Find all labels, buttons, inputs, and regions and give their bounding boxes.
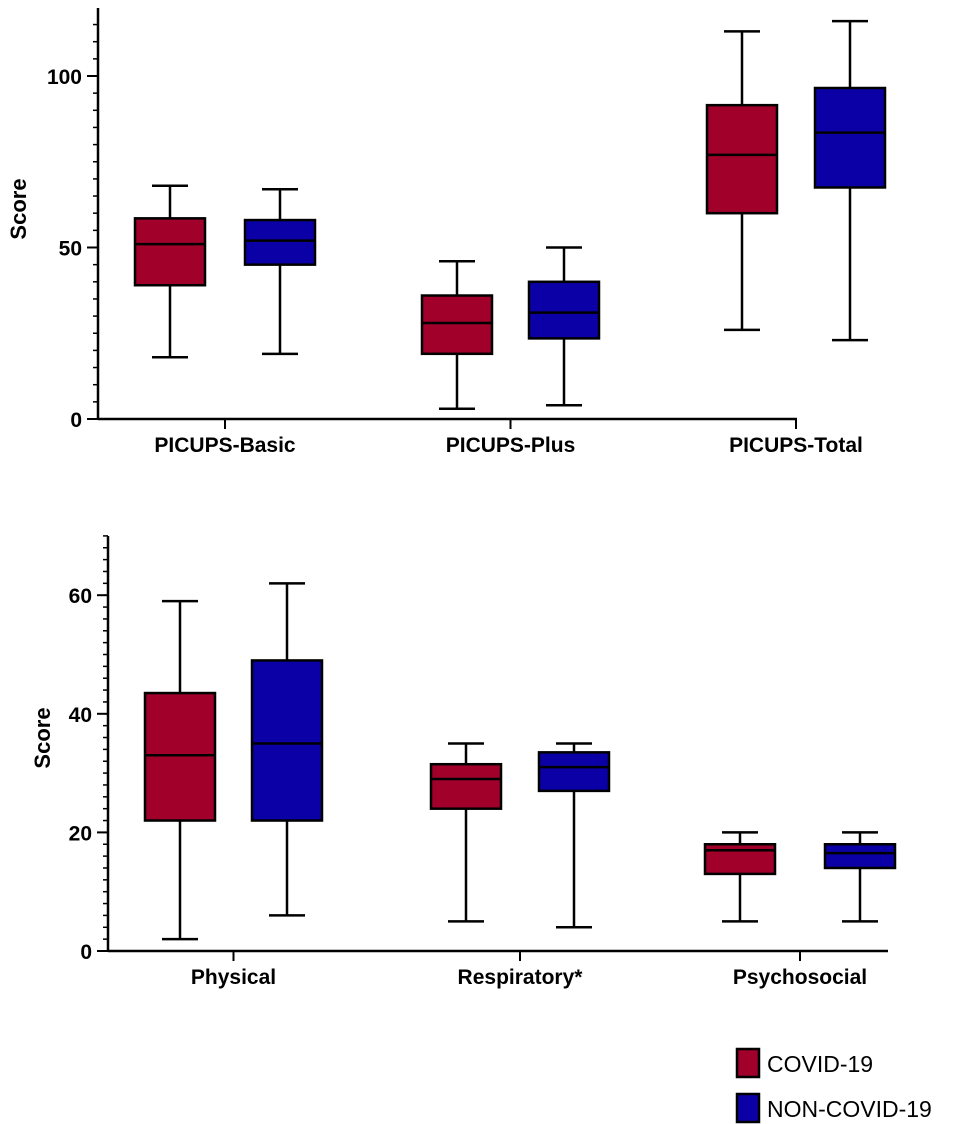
- y-tick-label: 0: [70, 409, 82, 432]
- legend-swatch-non-covid: [735, 1092, 761, 1124]
- y-axis-title: Score: [30, 707, 55, 768]
- y-tick-label: 0: [80, 941, 92, 964]
- y-tick-label: 60: [69, 585, 92, 608]
- box-covid: [703, 831, 777, 923]
- iqr-box: [133, 217, 207, 287]
- legend-swatch-covid: [735, 1047, 761, 1079]
- x-category-label: Psychosocial: [733, 966, 867, 989]
- box-covid: [429, 742, 503, 923]
- iqr-box: [527, 280, 601, 340]
- y-tick-label: 100: [47, 66, 82, 89]
- iqr-box: [243, 218, 317, 266]
- iqr-box: [250, 659, 324, 822]
- x-category-label: PICUPS-Basic: [154, 434, 296, 457]
- box-non-covid: [527, 246, 601, 407]
- iqr-box: [420, 294, 494, 356]
- x-category-label: PICUPS-Plus: [446, 434, 576, 457]
- x-category-label: PICUPS-Total: [729, 434, 863, 457]
- legend: COVID-19 NON-COVID-19: [735, 1047, 932, 1124]
- y-tick-label: 40: [69, 704, 92, 727]
- box-covid: [143, 599, 217, 941]
- box-non-covid: [243, 187, 317, 356]
- y-tick-label: 50: [59, 238, 82, 261]
- box-covid: [420, 259, 494, 410]
- iqr-box: [703, 843, 777, 876]
- box-non-covid: [250, 582, 324, 917]
- box-covid: [133, 184, 207, 359]
- box-plot-picups: 0 50 100 Score PICUPS-Basic PICUPS-Plus PICUPS…: [6, 8, 887, 457]
- box-covid: [705, 30, 779, 332]
- box-non-covid: [813, 19, 887, 342]
- iqr-box: [813, 86, 887, 189]
- legend-label-covid: COVID-19: [767, 1051, 873, 1077]
- iqr-box: [705, 103, 779, 215]
- box-non-covid: [537, 742, 611, 929]
- iqr-box: [429, 762, 503, 810]
- box-plot-domains: 0 20 40 60 Score Physical Respiratory* Psychoso…: [30, 535, 897, 989]
- x-category-label: Respiratory*: [458, 966, 584, 989]
- iqr-box: [823, 843, 897, 870]
- iqr-box: [143, 691, 217, 822]
- legend-label-non-covid: NON-COVID-19: [767, 1096, 932, 1122]
- y-tick-label: 20: [69, 822, 92, 845]
- y-axis-title: Score: [6, 178, 31, 239]
- x-category-label: Physical: [191, 966, 276, 989]
- iqr-box: [537, 751, 611, 793]
- box-non-covid: [823, 831, 897, 923]
